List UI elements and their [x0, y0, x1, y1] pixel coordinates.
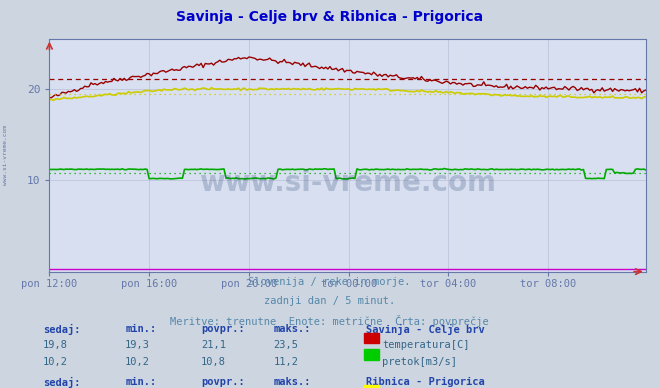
Text: 19,3: 19,3	[125, 340, 150, 350]
Text: sedaj:: sedaj:	[43, 377, 80, 388]
Text: povpr.:: povpr.:	[201, 324, 244, 334]
Text: Meritve: trenutne  Enote: metrične  Črta: povprečje: Meritve: trenutne Enote: metrične Črta: …	[170, 315, 489, 327]
Text: min.:: min.:	[125, 324, 156, 334]
Text: Ribnica - Prigorica: Ribnica - Prigorica	[366, 377, 484, 387]
Text: Savinja - Celje brv: Savinja - Celje brv	[366, 324, 484, 335]
Text: www.si-vreme.com: www.si-vreme.com	[199, 169, 496, 197]
Text: 10,2: 10,2	[125, 357, 150, 367]
Text: Slovenija / reke in morje.: Slovenija / reke in morje.	[248, 277, 411, 288]
Text: min.:: min.:	[125, 377, 156, 387]
Text: maks.:: maks.:	[273, 377, 311, 387]
Text: 11,2: 11,2	[273, 357, 299, 367]
Text: 19,8: 19,8	[43, 340, 68, 350]
Text: temperatura[C]: temperatura[C]	[382, 340, 470, 350]
Text: 23,5: 23,5	[273, 340, 299, 350]
Text: maks.:: maks.:	[273, 324, 311, 334]
Text: sedaj:: sedaj:	[43, 324, 80, 335]
Text: www.si-vreme.com: www.si-vreme.com	[3, 125, 8, 185]
Text: zadnji dan / 5 minut.: zadnji dan / 5 minut.	[264, 296, 395, 306]
Text: pretok[m3/s]: pretok[m3/s]	[382, 357, 457, 367]
Text: 21,1: 21,1	[201, 340, 226, 350]
Text: povpr.:: povpr.:	[201, 377, 244, 387]
Text: 10,8: 10,8	[201, 357, 226, 367]
Text: Savinja - Celje brv & Ribnica - Prigorica: Savinja - Celje brv & Ribnica - Prigoric…	[176, 10, 483, 24]
Text: 10,2: 10,2	[43, 357, 68, 367]
